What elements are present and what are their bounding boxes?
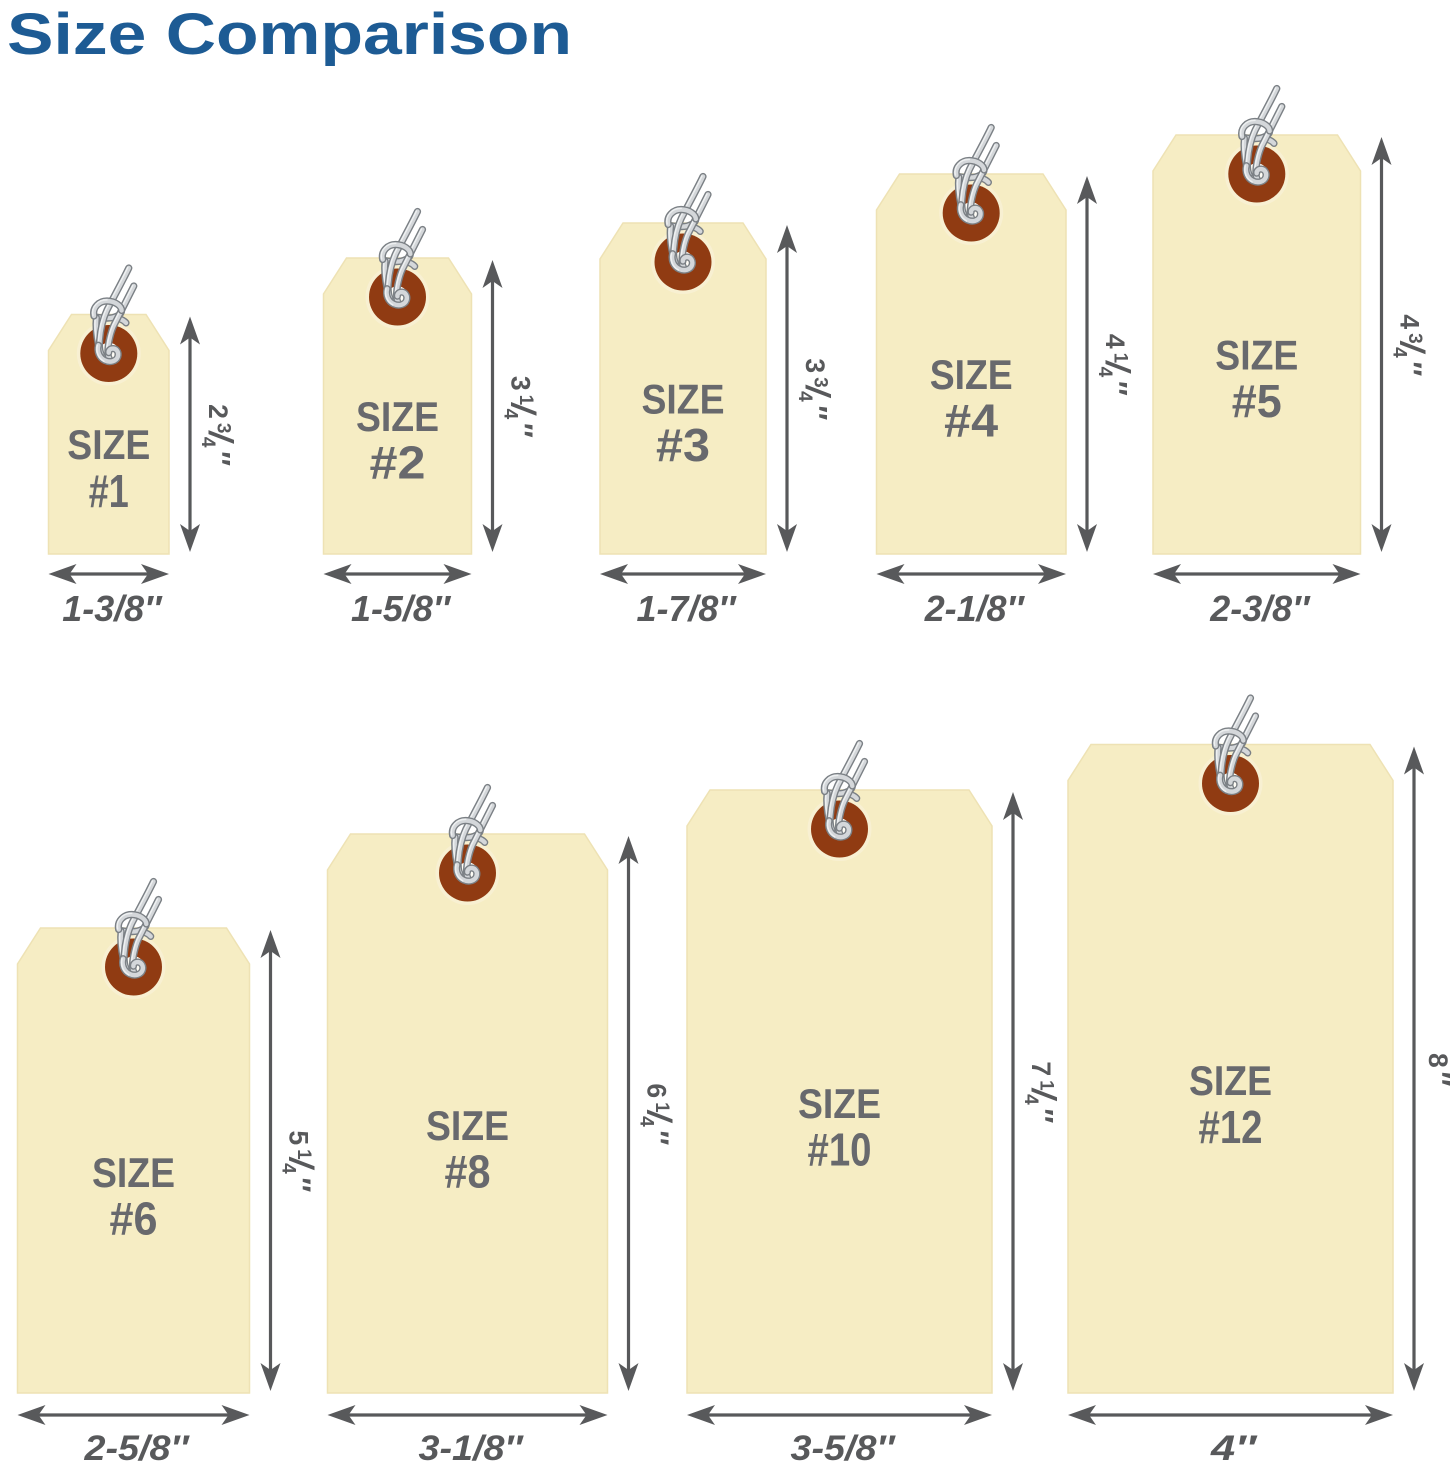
svg-text:#12: #12 — [1199, 1101, 1263, 1153]
svg-text:3-5/8″: 3-5/8″ — [791, 1429, 897, 1466]
svg-text:71/4″: 71/4″ — [1020, 1061, 1062, 1122]
svg-text:23/4″: 23/4″ — [197, 404, 239, 465]
svg-text:1-5/8″: 1-5/8″ — [351, 588, 451, 629]
svg-text:4″: 4″ — [1210, 1429, 1259, 1466]
svg-text:2-1/8″: 2-1/8″ — [924, 588, 1025, 629]
svg-text:8″: 8″ — [1422, 1053, 1456, 1086]
svg-text:#3: #3 — [656, 419, 710, 471]
svg-text:#2: #2 — [370, 437, 426, 489]
svg-text:2-5/8″: 2-5/8″ — [83, 1429, 190, 1466]
svg-text:SIZE: SIZE — [930, 351, 1013, 398]
svg-text:#5: #5 — [1232, 375, 1282, 427]
svg-text:43/4″: 43/4″ — [1389, 314, 1431, 375]
svg-text:1-3/8″: 1-3/8″ — [62, 588, 162, 629]
svg-text:SIZE: SIZE — [1189, 1057, 1272, 1104]
svg-text:#8: #8 — [445, 1146, 491, 1198]
svg-text:41/4″: 41/4″ — [1094, 334, 1136, 395]
svg-text:51/4″: 51/4″ — [278, 1130, 320, 1191]
svg-text:1-7/8″: 1-7/8″ — [637, 588, 737, 629]
svg-text:Size Comparison: Size Comparison — [7, 2, 572, 67]
svg-text:31/4″: 31/4″ — [500, 376, 542, 437]
svg-text:SIZE: SIZE — [67, 421, 150, 468]
svg-text:SIZE: SIZE — [642, 376, 725, 423]
svg-text:#6: #6 — [110, 1193, 158, 1245]
svg-text:SIZE: SIZE — [1215, 332, 1298, 379]
svg-text:#4: #4 — [944, 395, 998, 447]
svg-text:3-1/8″: 3-1/8″ — [419, 1429, 525, 1466]
svg-text:SIZE: SIZE — [356, 393, 439, 440]
svg-text:SIZE: SIZE — [798, 1080, 881, 1127]
svg-text:SIZE: SIZE — [426, 1102, 509, 1149]
svg-text:#1: #1 — [89, 465, 129, 517]
svg-text:61/4″: 61/4″ — [636, 1083, 678, 1144]
svg-text:33/4″: 33/4″ — [794, 358, 836, 419]
svg-text:2-3/8″: 2-3/8″ — [1209, 588, 1310, 629]
svg-text:SIZE: SIZE — [92, 1149, 175, 1196]
svg-text:#10: #10 — [808, 1124, 872, 1176]
